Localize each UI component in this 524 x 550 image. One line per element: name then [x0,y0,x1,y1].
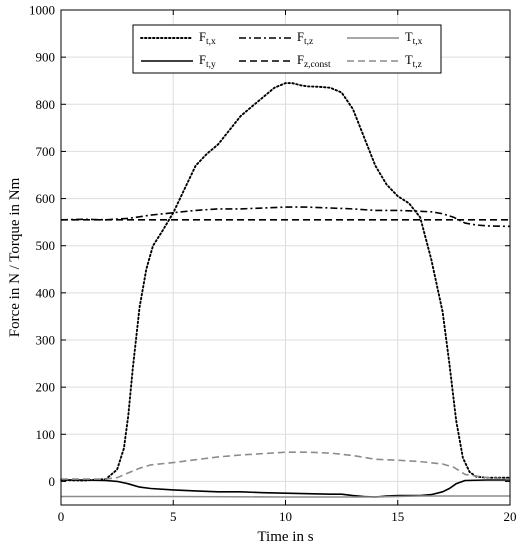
y-tick-label: 200 [36,380,56,395]
legend: Ft,x Ft,z Tt,xFt,y Fz,const Tt,z [132,24,442,74]
y-tick-label: 400 [36,285,56,300]
y-tick-label: 0 [49,474,56,489]
legend-box [132,24,442,74]
series-line-f-t-z [60,206,511,228]
series-line-t-t-z [61,451,511,480]
x-axis-title: Time in s [257,529,313,545]
y-tick-label: 700 [36,144,56,159]
series-line-f-t-x [60,82,511,482]
grid [60,9,511,505]
y-tick-label: 500 [36,238,56,253]
y-tick-label: 300 [36,333,56,348]
y-tick-label: 600 [36,191,56,206]
x-tick-label: 15 [391,509,404,524]
series-line-f-t-y [61,479,510,498]
series-lines [60,82,511,498]
series-line-t-t-x [61,495,510,498]
y-tick-label: 1000 [29,3,55,18]
x-tick-label: 20 [504,509,517,524]
y-tick-label: 800 [36,97,56,112]
x-tick-label: 5 [170,509,177,524]
y-tick-label: 100 [36,427,56,442]
y-tick-label: 900 [36,50,56,65]
y-axis-title: Force in N / Torque in Nm [7,177,23,337]
x-tick-label: 0 [58,509,65,524]
x-tick-label: 10 [279,509,292,524]
